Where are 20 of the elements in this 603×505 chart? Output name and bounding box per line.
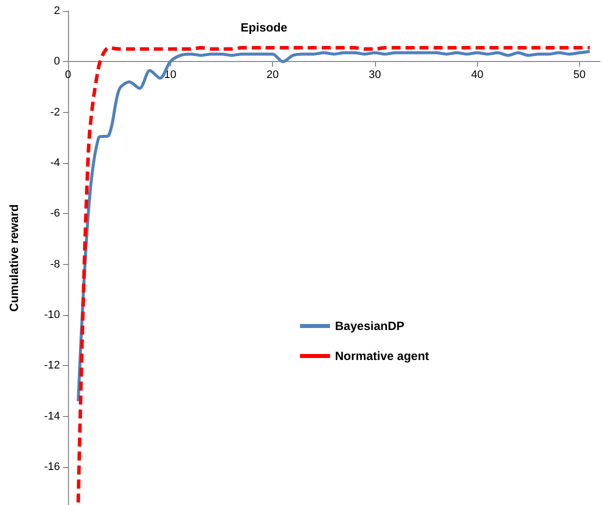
x-axis-title: Episode	[240, 20, 288, 35]
y-tick-label: -12	[44, 360, 60, 372]
y-tick-label: -6	[50, 208, 60, 220]
y-tick-label: -8	[50, 258, 60, 270]
x-tick-label: 50	[573, 69, 586, 82]
y-tick-label: -10	[44, 309, 60, 321]
y-tick-label: -2	[50, 106, 60, 118]
legend-label: BayesianDP	[335, 319, 404, 333]
y-tick-label: -16	[44, 461, 60, 473]
y-tick-label: 0	[54, 56, 60, 68]
line-series	[76, 46, 592, 504]
y-tick-label: -4	[50, 157, 60, 169]
x-tick-label: 40	[471, 69, 484, 82]
x-tick-label: 0	[64, 69, 72, 82]
y-tick-label: 2	[54, 5, 60, 17]
x-tick-label: 30	[368, 69, 382, 82]
legend-label: Normative agent	[335, 349, 430, 363]
x-tick-label: 20	[266, 69, 279, 82]
y-axis-title: Cumulative reward	[7, 204, 21, 312]
y-tick-label: -14	[44, 410, 60, 422]
